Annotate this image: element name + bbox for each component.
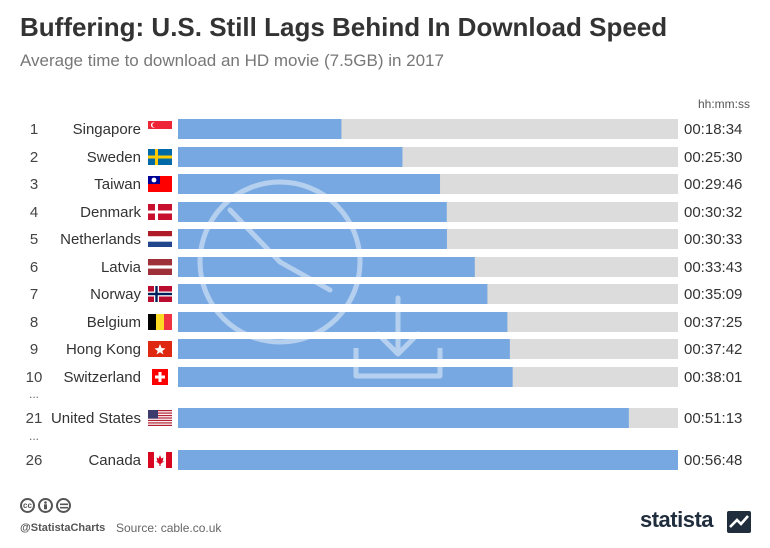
country-label: Latvia bbox=[101, 259, 142, 276]
attribution-icon bbox=[38, 498, 53, 513]
bar bbox=[178, 202, 447, 222]
bar bbox=[178, 284, 488, 304]
belgium-flag-icon bbox=[148, 314, 172, 330]
chart-title: Buffering: U.S. Still Lags Behind In Dow… bbox=[20, 12, 668, 42]
license-icons: cc bbox=[20, 498, 71, 513]
table-row: 6 Latvia 00:33:43 bbox=[30, 257, 742, 277]
value-label: 00:30:32 bbox=[684, 204, 742, 221]
singapore-flag-icon bbox=[148, 121, 172, 137]
table-row: 3 Taiwan 00:29:46 bbox=[30, 174, 742, 194]
rank-label: 1 bbox=[30, 121, 38, 138]
taiwan-flag-icon bbox=[148, 176, 172, 192]
chart-subtitle: Average time to download an HD movie (7.… bbox=[20, 51, 444, 70]
value-label: 00:29:46 bbox=[684, 176, 742, 193]
bar bbox=[178, 367, 513, 387]
rank-label: 5 bbox=[30, 231, 38, 248]
bar bbox=[178, 450, 678, 470]
value-label: 00:35:09 bbox=[684, 286, 742, 303]
country-label: Hong Kong bbox=[66, 341, 141, 358]
switzerland-flag-icon bbox=[152, 369, 168, 385]
bar bbox=[178, 174, 441, 194]
table-row: 21 United States 00:51:13 bbox=[26, 408, 742, 428]
brand-name[interactable]: statista bbox=[640, 507, 714, 532]
country-label: Norway bbox=[90, 286, 141, 303]
value-label: 00:51:13 bbox=[684, 410, 742, 427]
source-note[interactable]: Source: cable.co.uk bbox=[116, 521, 222, 535]
bar bbox=[178, 408, 629, 428]
rank-label: 4 bbox=[30, 204, 38, 221]
value-label: 00:37:42 bbox=[684, 341, 742, 358]
canada-flag-icon bbox=[148, 452, 172, 468]
bar-chart: 1 Singapore 00:18:34 2 Sweden 00:25:30 3 Taiwan… bbox=[26, 119, 742, 470]
hongkong-flag-icon bbox=[148, 341, 172, 357]
table-row: 26 Canada 00:56:48 bbox=[26, 450, 742, 470]
country-label: Switzerland bbox=[63, 369, 141, 386]
clock-download-watermark-icon bbox=[197, 179, 443, 379]
rank-label: 7 bbox=[30, 286, 38, 303]
netherlands-flag-icon bbox=[148, 231, 172, 247]
rank-label: 2 bbox=[30, 149, 38, 166]
country-label: United States bbox=[51, 410, 141, 427]
table-row: 1 Singapore 00:18:34 bbox=[30, 119, 742, 139]
country-label: Canada bbox=[88, 452, 141, 469]
table-row: 2 Sweden 00:25:30 bbox=[30, 147, 742, 167]
norway-flag-icon bbox=[148, 286, 172, 302]
bar bbox=[178, 229, 447, 249]
denmark-flag-icon bbox=[148, 204, 172, 220]
country-label: Belgium bbox=[87, 314, 141, 331]
table-row: 8 Belgium 00:37:25 bbox=[30, 312, 742, 332]
country-label: Denmark bbox=[80, 204, 141, 221]
rank-label: 3 bbox=[30, 176, 38, 193]
cc-icon: cc bbox=[20, 498, 35, 513]
bar bbox=[178, 147, 403, 167]
bar bbox=[178, 339, 510, 359]
bar bbox=[178, 257, 475, 277]
table-row: 9 Hong Kong 00:37:42 bbox=[30, 339, 742, 359]
table-row: 5 Netherlands 00:30:33 bbox=[30, 229, 742, 249]
rank-label: 26 bbox=[26, 452, 43, 469]
value-label: 00:37:25 bbox=[684, 314, 742, 331]
rank-label: 9 bbox=[30, 341, 38, 358]
twitter-handle[interactable]: @StatistaCharts bbox=[20, 522, 106, 534]
country-label: Singapore bbox=[73, 121, 141, 138]
gap-marker: ... bbox=[29, 429, 39, 443]
no-derivatives-icon bbox=[56, 498, 71, 513]
rank-label: 8 bbox=[30, 314, 38, 331]
value-label: 00:33:43 bbox=[684, 259, 742, 276]
latvia-flag-icon bbox=[148, 259, 172, 275]
value-label: 00:18:34 bbox=[684, 121, 742, 138]
sweden-flag-icon bbox=[148, 149, 172, 165]
value-label: 00:38:01 bbox=[684, 369, 742, 386]
unit-label: hh:mm:ss bbox=[697, 97, 750, 111]
country-label: Netherlands bbox=[60, 231, 141, 248]
rank-label: 10 bbox=[26, 369, 43, 386]
gap-marker: ... bbox=[29, 387, 39, 401]
table-row: 4 Denmark 00:30:32 bbox=[30, 202, 742, 222]
value-label: 00:56:48 bbox=[684, 452, 742, 469]
value-label: 00:30:33 bbox=[684, 231, 742, 248]
table-row: 10 Switzerland 00:38:01 bbox=[26, 367, 742, 387]
country-label: Sweden bbox=[87, 149, 141, 166]
country-label: Taiwan bbox=[94, 176, 141, 193]
value-label: 00:25:30 bbox=[684, 149, 742, 166]
rank-label: 6 bbox=[30, 259, 38, 276]
bar bbox=[178, 312, 508, 332]
statista-logo-icon[interactable] bbox=[727, 511, 751, 533]
rank-label: 21 bbox=[26, 410, 43, 427]
bar bbox=[178, 119, 342, 139]
usa-flag-icon bbox=[148, 410, 172, 426]
table-row: 7 Norway 00:35:09 bbox=[30, 284, 742, 304]
